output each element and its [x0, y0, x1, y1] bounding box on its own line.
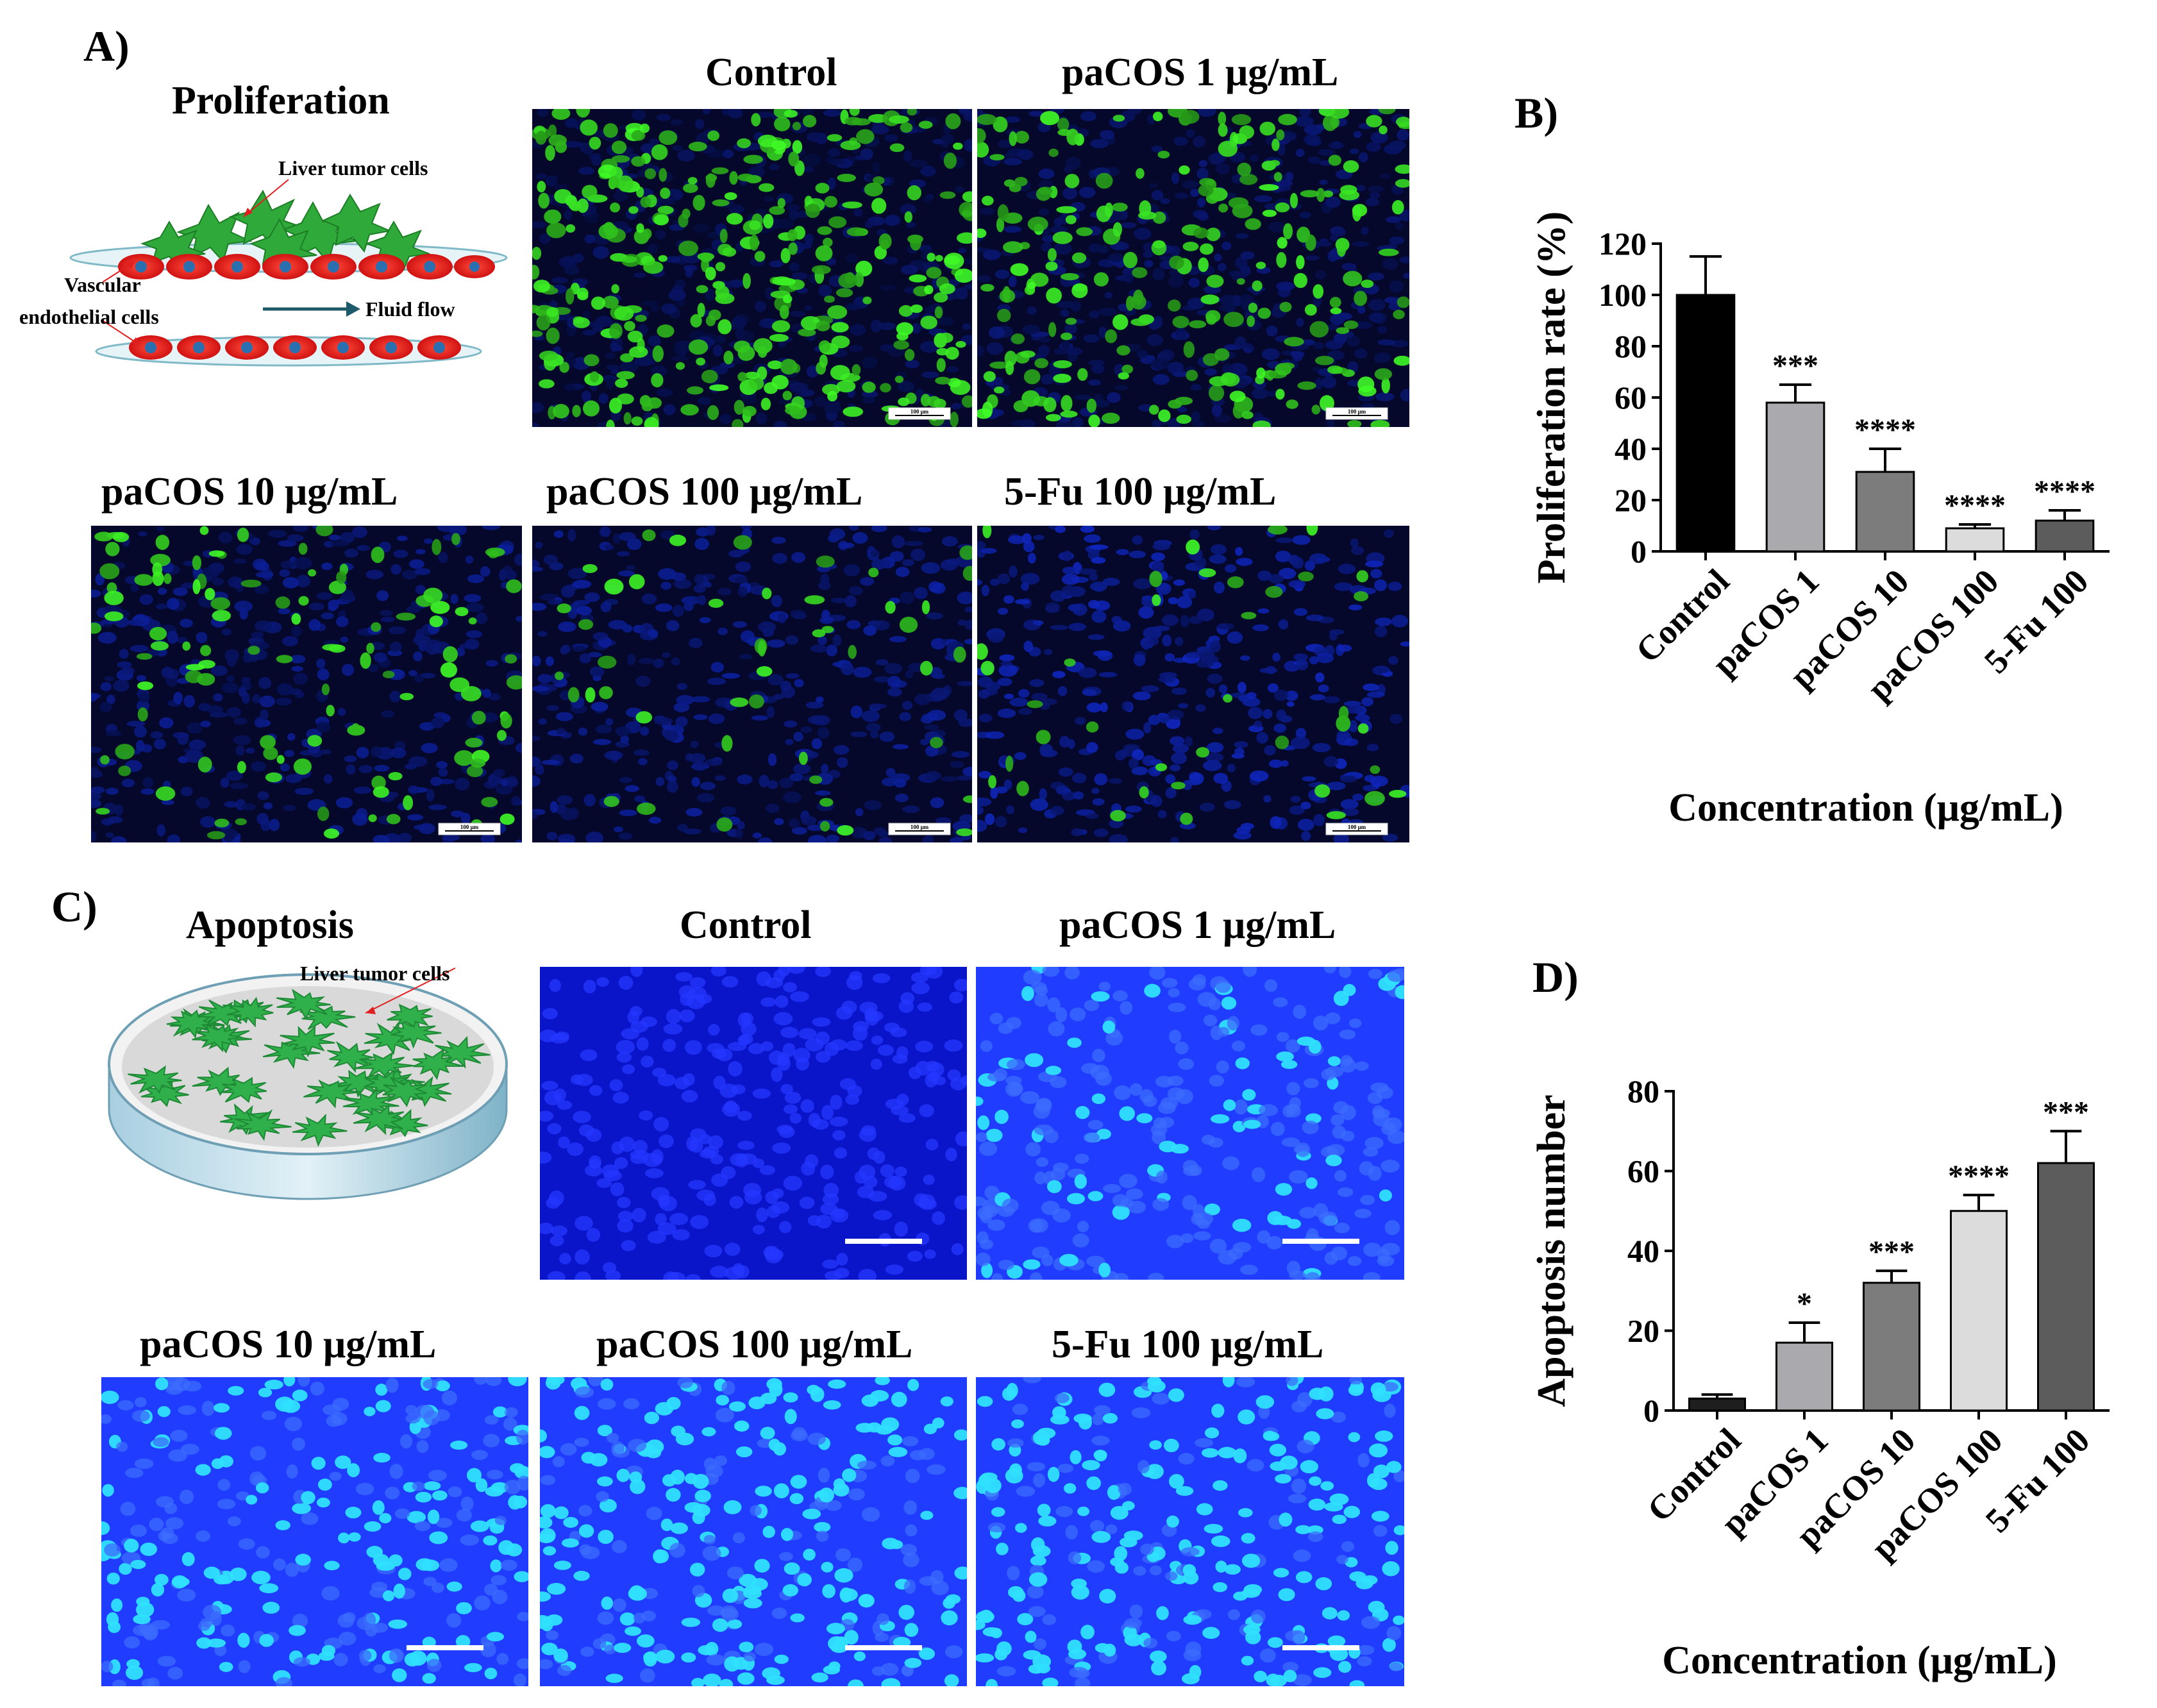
prolif-label-5fu100: 5-Fu 100 μg/mL — [1004, 470, 1277, 514]
apop-chart-bar — [1688, 1397, 1747, 1412]
svg-text:100 μm: 100 μm — [911, 824, 929, 830]
apop-image-5fu100 — [976, 1377, 1404, 1686]
apop-label-pacos10: paCOS 10 μg/mL — [140, 1323, 437, 1366]
apop-image-pacos10 — [101, 1377, 528, 1686]
apop-label-pacos1: paCOS 1 μg/mL — [1059, 903, 1336, 947]
apop-chart-ytick-label: 60 — [1627, 1153, 1659, 1189]
apop-chart-ytick-label: 0 — [1643, 1393, 1659, 1428]
prolif-label-pacos100: paCOS 100 μg/mL — [546, 470, 863, 514]
svg-text:100 μm: 100 μm — [460, 824, 479, 830]
liver-tumor-label-c: Liver tumor cells — [300, 962, 450, 985]
apop-chart-significance-label: * — [1797, 1287, 1812, 1321]
prolif-chart-ytick-label: 60 — [1615, 380, 1647, 415]
liver-tumor-label-a: Liver tumor cells — [278, 156, 428, 180]
panel-letter-a: A) — [83, 22, 130, 71]
panel-letter-b: B) — [1515, 88, 1558, 137]
svg-text:100 μm: 100 μm — [911, 408, 929, 415]
apop-chart-bar — [1775, 1341, 1834, 1412]
panel-letter-d: D) — [1532, 953, 1579, 1001]
apop-chart-significance-label: *** — [2043, 1095, 2089, 1129]
apop-chart-significance-label: *** — [1868, 1235, 1915, 1269]
apop-image-pacos1 — [976, 967, 1404, 1280]
svg-text:100 μm: 100 μm — [1348, 408, 1366, 415]
prolif-chart-ytick-label: 40 — [1615, 431, 1647, 467]
apop-chart-bar — [1949, 1210, 2008, 1412]
prolif-label-control: Control — [705, 51, 837, 94]
apop-chart-bar — [2036, 1162, 2095, 1412]
apop-chart-ytick-label: 80 — [1627, 1073, 1659, 1109]
prolif-image-pacos100: 100 μm — [532, 526, 972, 842]
prolif-chart-xlabel: Concentration (μg/mL) — [1668, 786, 2063, 830]
prolif-image-control: 100 μm — [532, 109, 972, 427]
prolif-chart-bar — [1765, 401, 1825, 553]
prolif-image-pacos1: 100 μm — [977, 109, 1409, 427]
prolif-chart-ytick-label: 80 — [1615, 328, 1647, 364]
svg-text:100 μm: 100 μm — [1348, 824, 1366, 830]
prolif-label-pacos10: paCOS 10 μg/mL — [101, 470, 398, 514]
apop-chart-ytick-label: 20 — [1627, 1313, 1659, 1349]
apop-label-control: Control — [680, 903, 812, 947]
prolif-chart-bar — [1675, 294, 1736, 553]
prolif-chart-ylabel: Proliferation rate (%) — [1530, 212, 1574, 584]
petri-dish-schematic — [108, 967, 508, 1200]
vascular-model-schematic — [69, 179, 508, 367]
prolif-chart-bar — [1945, 527, 2005, 553]
panel-letter-c: C) — [51, 882, 97, 931]
apop-image-pacos100 — [540, 1377, 967, 1686]
prolif-chart-ytick-label: 0 — [1631, 533, 1647, 569]
vascular-label: Vascular — [64, 273, 141, 296]
apop-chart-bar — [1862, 1282, 1921, 1412]
prolif-chart-ytick-label: 20 — [1615, 482, 1647, 518]
section-title-proliferation: Proliferation — [172, 79, 390, 122]
prolif-chart-significance-label: **** — [2034, 474, 2095, 508]
section-title-apoptosis: Apoptosis — [186, 903, 354, 947]
apop-label-5fu100: 5-Fu 100 μg/mL — [1052, 1323, 1324, 1366]
prolif-chart-bar — [2035, 519, 2095, 553]
prolif-image-5fu100: 100 μm — [977, 526, 1409, 842]
apop-chart-xlabel: Concentration (μg/mL) — [1662, 1639, 2056, 1682]
prolif-chart-significance-label: **** — [1854, 413, 1916, 447]
prolif-chart-significance-label: **** — [1944, 489, 2006, 523]
fluid-flow-label: Fluid flow — [365, 297, 455, 321]
prolif-chart-ytick-label: 100 — [1599, 277, 1647, 313]
prolif-chart-bar — [1855, 471, 1915, 553]
apop-image-control — [540, 967, 967, 1280]
prolif-chart-significance-label: *** — [1772, 349, 1818, 383]
apop-chart-significance-label: **** — [1948, 1159, 2010, 1193]
endothelial-label: endothelial cells — [19, 305, 159, 328]
apop-chart-ylabel: Apoptosis number — [1530, 1094, 1574, 1407]
apop-label-pacos100: paCOS 100 μg/mL — [596, 1323, 913, 1366]
prolif-label-pacos1: paCOS 1 μg/mL — [1062, 51, 1339, 94]
apop-chart-ytick-label: 40 — [1627, 1233, 1659, 1269]
prolif-chart-ytick-label: 120 — [1599, 226, 1647, 262]
prolif-image-pacos10: 100 μm — [91, 526, 522, 842]
